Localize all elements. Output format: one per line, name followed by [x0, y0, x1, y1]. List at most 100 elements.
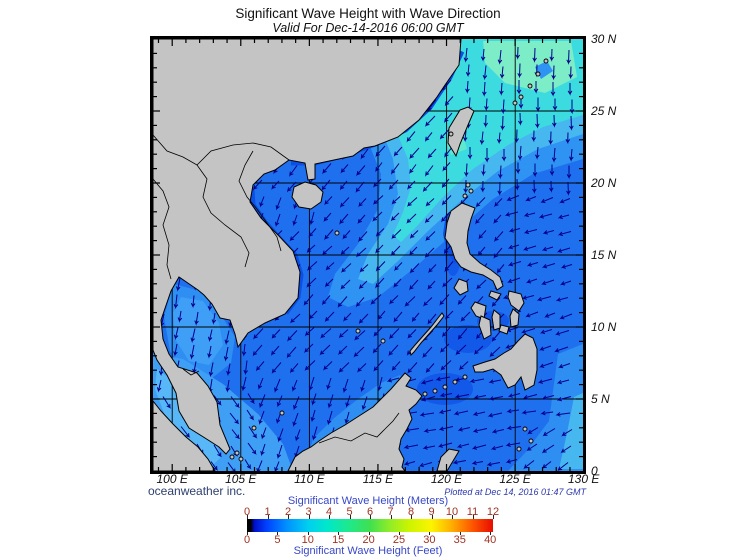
wave-direction-arrow	[560, 445, 572, 454]
wave-direction-arrow	[479, 131, 485, 146]
wave-direction-arrow	[567, 83, 573, 96]
wave-direction-arrow	[472, 428, 488, 433]
wave-direction-arrow	[247, 442, 257, 455]
wave-direction-arrow	[437, 442, 453, 448]
wave-direction-arrow	[521, 295, 535, 300]
wave-direction-arrow	[339, 197, 350, 209]
wave-direction-arrow	[224, 330, 230, 346]
wave-direction-arrow	[177, 310, 183, 323]
wave-direction-arrow	[213, 444, 223, 458]
feet-tick-mark	[459, 532, 461, 535]
wave-direction-arrow	[517, 145, 523, 161]
country-border-line	[152, 134, 290, 166]
wave-direction-arrow	[526, 262, 539, 267]
wave-direction-arrow	[292, 214, 298, 227]
wave-direction-arrow	[247, 393, 256, 405]
meters-tick-label: 12	[486, 506, 500, 518]
wave-direction-arrow	[455, 344, 467, 356]
wave-direction-arrow	[474, 345, 484, 356]
wave-direction-arrow	[557, 231, 572, 237]
wave-direction-arrow	[438, 409, 452, 415]
wave-direction-arrow	[407, 180, 416, 190]
feet-tick-mark	[368, 532, 370, 535]
wave-direction-arrow	[498, 165, 503, 180]
lat-axis-label: 0	[591, 464, 598, 478]
wave-direction-arrow	[540, 410, 554, 416]
wave-direction-arrow	[496, 132, 502, 145]
wave-direction-arrow	[312, 426, 318, 441]
wave-direction-arrow	[419, 412, 435, 417]
wave-direction-arrow	[322, 245, 333, 256]
wave-direction-arrow	[537, 378, 553, 384]
wave-direction-arrow	[259, 394, 266, 409]
wave-direction-arrow	[274, 461, 280, 473]
small-island	[251, 425, 257, 431]
wave-direction-arrow	[535, 146, 540, 160]
feet-tick-label: 30	[423, 534, 436, 546]
wave-direction-arrow	[394, 262, 403, 272]
wave-direction-arrow	[496, 264, 505, 274]
wave-direction-arrow	[538, 213, 553, 219]
wave-direction-arrow	[306, 244, 316, 254]
wave-direction-arrow	[444, 96, 454, 107]
wave-direction-arrow	[338, 329, 349, 339]
wave-direction-arrow	[566, 49, 571, 65]
wave-direction-arrow	[460, 311, 471, 323]
wave-direction-arrow	[375, 244, 384, 254]
wave-direction-arrow	[207, 345, 212, 359]
wave-direction-arrow	[427, 313, 437, 325]
lon-axis-label: 120 E	[430, 472, 463, 486]
wave-direction-arrow	[173, 294, 179, 310]
wave-direction-arrow	[521, 410, 537, 415]
wave-direction-arrow	[555, 297, 569, 302]
meters-tick-label: 9	[428, 506, 435, 518]
wave-direction-arrow	[482, 81, 487, 97]
wave-direction-arrow	[557, 462, 569, 472]
wave-direction-arrow	[340, 279, 351, 290]
wave-direction-arrow	[558, 363, 571, 369]
wave-direction-arrow	[424, 214, 434, 224]
wave-direction-arrow	[393, 278, 402, 289]
meters-tick-label: 8	[407, 506, 415, 518]
wave-direction-arrow	[569, 115, 574, 131]
wave-direction-arrow	[324, 278, 334, 288]
wave-direction-arrow	[425, 363, 435, 374]
wave-direction-arrow	[521, 328, 536, 334]
wave-direction-arrow	[256, 361, 265, 372]
wave-direction-arrow	[375, 162, 383, 173]
palawan-island	[409, 312, 445, 356]
wave-direction-arrow	[354, 330, 366, 341]
meters-tick-mark	[390, 515, 392, 519]
wave-direction-arrow	[542, 230, 555, 235]
wave-direction-arrow	[536, 296, 552, 302]
small-island	[234, 450, 240, 456]
wave-direction-arrow	[391, 196, 401, 205]
wave-direction-arrow	[491, 297, 501, 308]
wave-direction-arrow	[391, 229, 402, 240]
wave-direction-arrow	[322, 295, 331, 306]
wave-direction-arrow	[360, 148, 369, 160]
wave-direction-arrow	[424, 247, 435, 259]
wave-direction-arrow	[377, 376, 383, 392]
wave-direction-arrow	[420, 379, 434, 385]
negros-island	[478, 315, 492, 340]
wave-direction-arrow	[551, 114, 557, 128]
wave-direction-arrow	[287, 330, 298, 342]
wave-direction-arrow	[180, 426, 191, 438]
wave-direction-arrow	[517, 63, 522, 79]
wave-direction-arrow	[345, 395, 351, 408]
lat-axis-label: 10 N	[591, 320, 617, 334]
wave-direction-arrow	[338, 362, 350, 374]
wave-direction-arrow	[532, 179, 537, 194]
wave-direction-arrow	[518, 96, 524, 110]
wave-direction-arrow	[375, 228, 385, 237]
feet-tick-label: 0	[243, 534, 251, 546]
wave-direction-arrow	[422, 346, 433, 359]
wave-direction-arrow	[304, 360, 316, 372]
wave-direction-arrow	[464, 163, 469, 178]
wave-direction-arrow	[289, 231, 300, 242]
wave-direction-arrow	[505, 343, 518, 349]
small-island	[528, 438, 534, 444]
small-island	[432, 388, 438, 394]
